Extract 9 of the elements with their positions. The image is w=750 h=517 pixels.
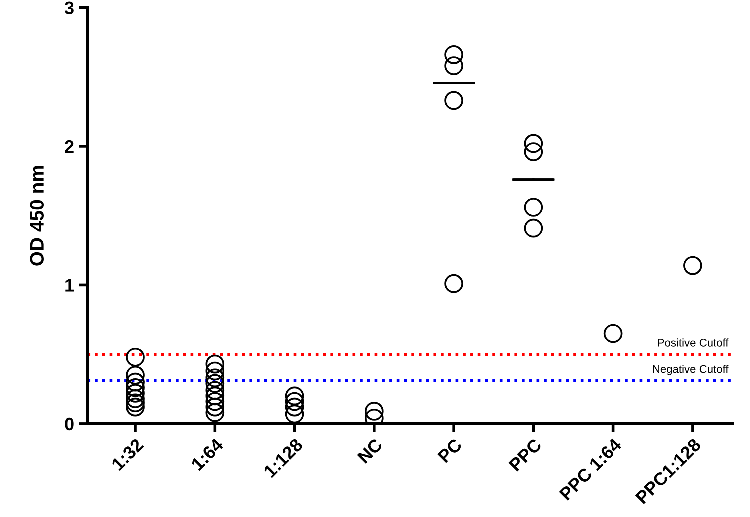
x-tick-label: NC [357, 438, 384, 464]
ref-line-label: Negative Cutoff [653, 365, 729, 376]
y-tick-label: 3 [64, 2, 74, 14]
ref-line-label: Positive Cutoff [658, 338, 729, 347]
y-tick-label: 1 [66, 279, 74, 292]
y-tick-label: 0 [65, 418, 74, 431]
y-axis-title: OD 450 nm [30, 166, 44, 266]
x-tick-label: PC [438, 438, 464, 464]
y-tick-label: 2 [65, 140, 74, 154]
